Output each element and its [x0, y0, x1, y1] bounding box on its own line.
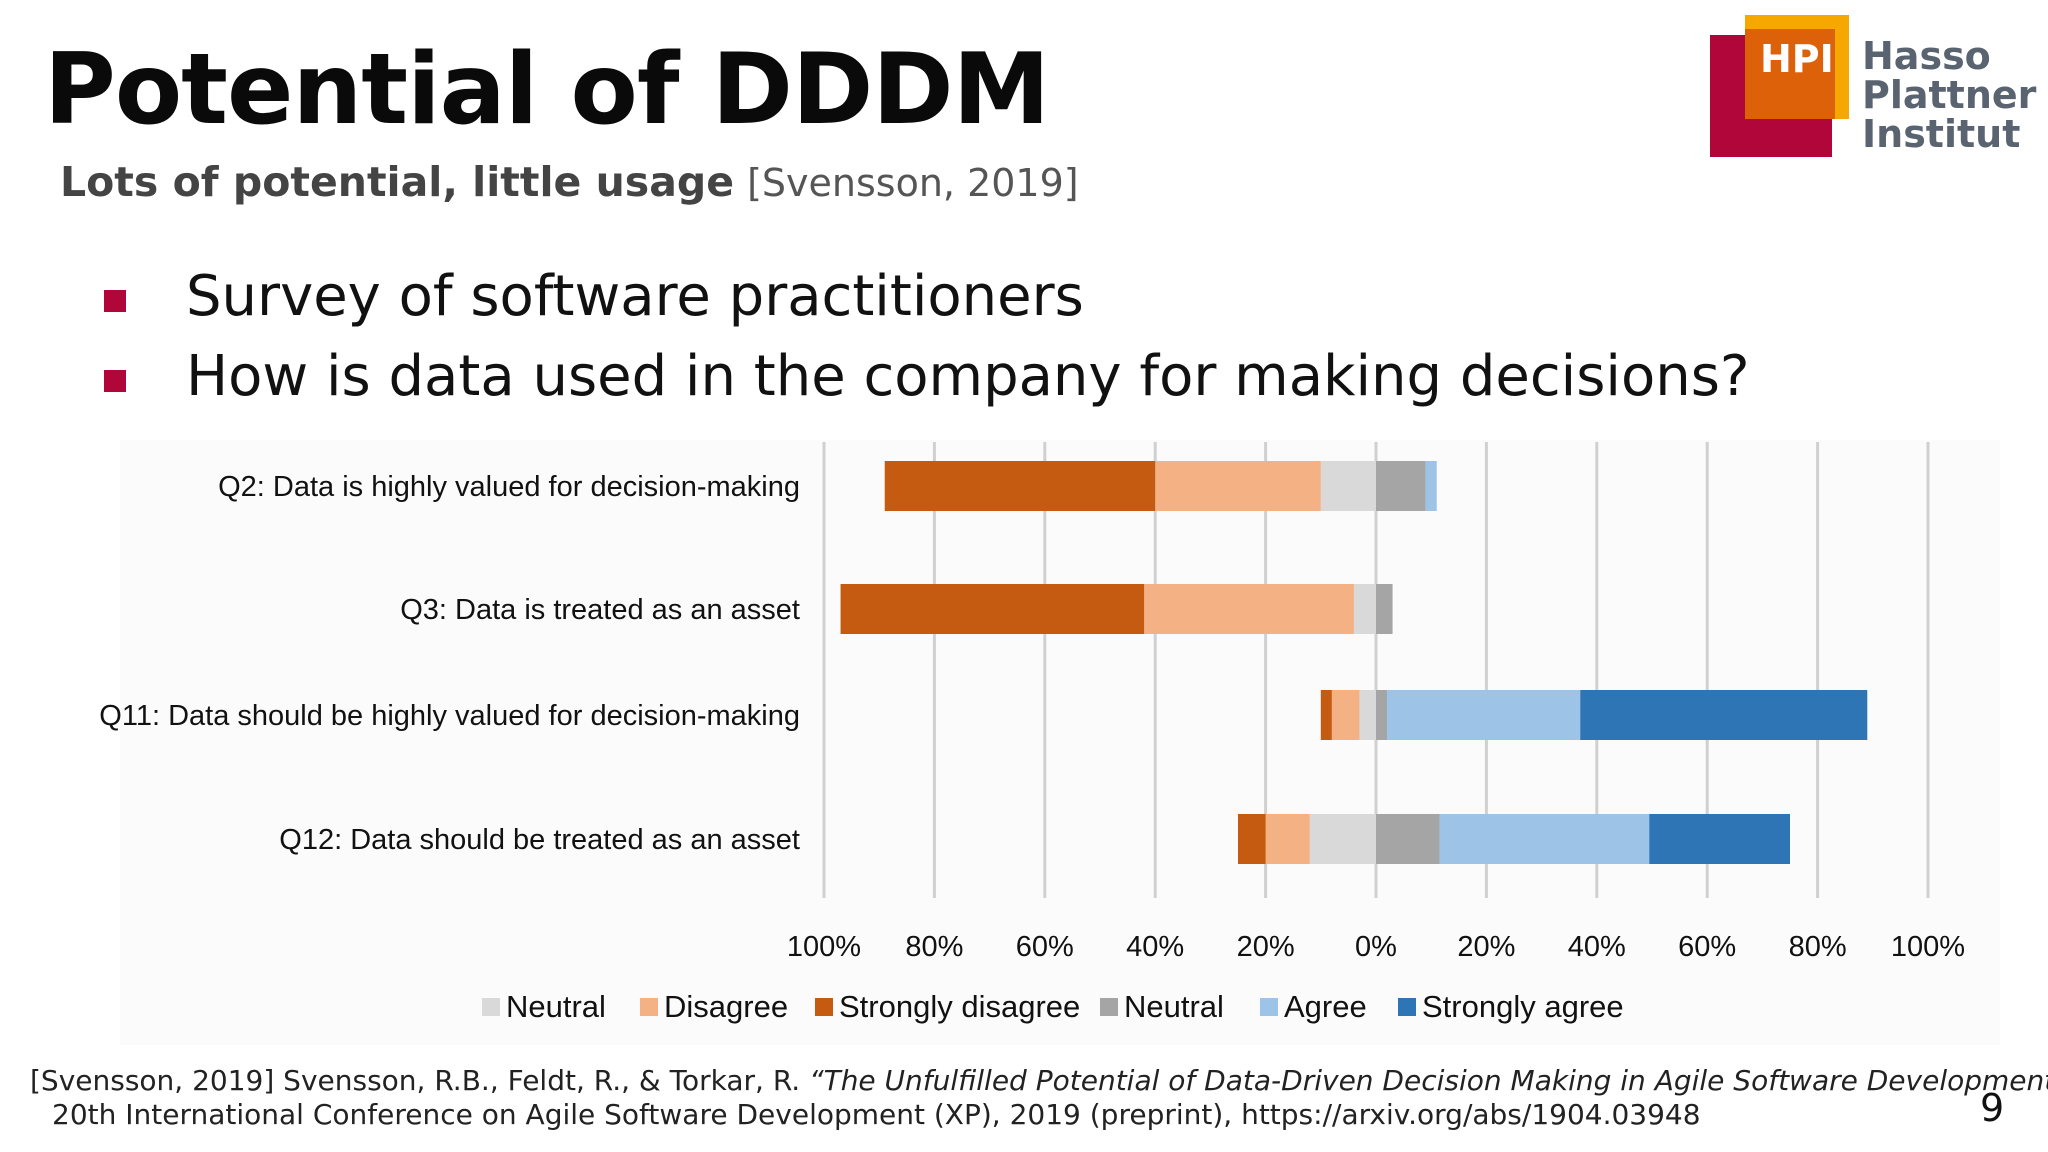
legend-label: Agree — [1284, 989, 1367, 1024]
legend-swatch — [1398, 998, 1416, 1016]
chart-background — [120, 440, 2000, 1045]
page-number: 9 — [1980, 1086, 2005, 1130]
hpi-logo: HPI Hasso Plattner Institut — [1710, 15, 2036, 165]
footnote: [Svensson, 2019] Svensson, R.B., Feldt, … — [30, 1064, 2048, 1132]
x-tick-label: 20% — [1457, 931, 1515, 963]
x-tick-label: 0% — [1355, 931, 1397, 963]
chart-tick-labels: 100% 80% 60% 40% 20% 0% 20% 40% 60% 80% 100% — [787, 931, 1965, 963]
x-tick-label: 40% — [1568, 931, 1626, 963]
chart-legend: Neutral Disagree Strongly disagree Neutral A… — [482, 989, 1624, 1024]
x-tick-label: 60% — [1678, 931, 1736, 963]
bar-segment — [1425, 461, 1437, 511]
category-label: Q3: Data is treated as an asset — [400, 594, 800, 626]
bar-segment — [1331, 690, 1360, 740]
footnote-venue: 20th International Conference on Agile S… — [52, 1098, 1701, 1131]
logo-line: Plattner — [1862, 73, 2037, 117]
legend-swatch — [482, 998, 500, 1016]
bar-segment — [1580, 690, 1868, 740]
legend-label: Disagree — [664, 989, 788, 1024]
logo-line: Hasso — [1862, 34, 1991, 78]
bar-segment — [1320, 461, 1376, 511]
legend-swatch — [1260, 998, 1278, 1016]
footnote-title: “The Unfulfilled Potential of Data-Drive… — [809, 1064, 2048, 1097]
bullet-list: Survey of software practitioners How is … — [100, 262, 1750, 422]
logo-wordmark: Hasso Plattner Institut — [1862, 37, 2036, 154]
x-tick-label: 40% — [1126, 931, 1184, 963]
chart-category-labels: Q2: Data is highly valued for decision-m… — [99, 471, 800, 856]
bar-segment — [840, 584, 1145, 634]
x-tick-label: 100% — [1891, 931, 1965, 963]
bar-segment — [1320, 690, 1332, 740]
logo-line: Institut — [1862, 112, 2021, 156]
legend-label: Neutral — [1124, 989, 1224, 1024]
bar-segment — [1353, 584, 1376, 634]
legend-label: Neutral — [506, 989, 606, 1024]
bar-segment — [1387, 690, 1581, 740]
x-tick-label: 80% — [905, 931, 963, 963]
legend-swatch — [640, 998, 658, 1016]
bar-segment — [1439, 814, 1650, 864]
bar-segment — [1144, 584, 1354, 634]
logo-orange-square — [1745, 15, 1849, 119]
bar-segment — [1265, 814, 1310, 864]
bar-segment — [884, 461, 1156, 511]
bullet-square-icon — [104, 370, 126, 392]
bullet-text: How is data used in the company for maki… — [186, 344, 1750, 409]
bar-segment — [1376, 461, 1426, 511]
category-label: Q2: Data is highly valued for decision-m… — [218, 471, 800, 503]
bar-segment — [1376, 814, 1440, 864]
bar-segment — [1309, 814, 1376, 864]
legend-swatch — [1100, 998, 1118, 1016]
category-label: Q12: Data should be treated as an asset — [279, 824, 800, 856]
x-tick-label: 80% — [1789, 931, 1847, 963]
logo-badge-text: HPI — [1760, 37, 1834, 81]
x-tick-label: 20% — [1237, 931, 1295, 963]
bar-segment — [1376, 584, 1393, 634]
legend-label: Strongly disagree — [839, 989, 1080, 1024]
logo-yellow-frame — [1745, 15, 1849, 119]
chart-bars — [840, 461, 1868, 864]
slide-title: Potential of DDDM — [44, 33, 1050, 147]
bar-segment — [1155, 461, 1321, 511]
category-label: Q11: Data should be highly valued for de… — [99, 700, 800, 732]
footnote-authors: [Svensson, 2019] Svensson, R.B., Feldt, … — [30, 1064, 810, 1097]
bar-segment — [1376, 690, 1388, 740]
bullet-item: How is data used in the company for maki… — [100, 342, 1750, 422]
subtitle-text: Lots of potential, little usage — [60, 158, 735, 206]
x-tick-label: 60% — [1016, 931, 1074, 963]
x-tick-label: 100% — [787, 931, 861, 963]
slide-subtitle: Lots of potential, little usage [Svensso… — [60, 156, 1079, 209]
bullet-item: Survey of software practitioners — [100, 262, 1750, 342]
bullet-square-icon — [104, 290, 126, 312]
legend-label: Strongly agree — [1422, 989, 1624, 1024]
bullet-text: Survey of software practitioners — [186, 264, 1084, 329]
bar-segment — [1359, 690, 1376, 740]
subtitle-citation: [Svensson, 2019] — [747, 161, 1079, 205]
bar-segment — [1649, 814, 1790, 864]
legend-swatch — [815, 998, 833, 1016]
bar-segment — [1238, 814, 1266, 864]
